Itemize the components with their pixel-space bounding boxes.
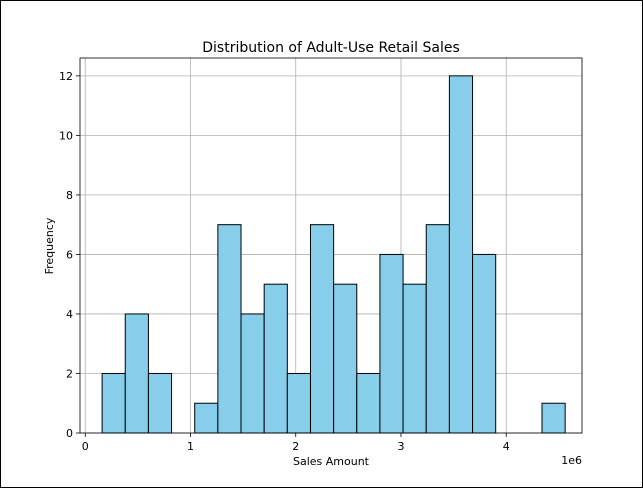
histogram-bar [309,224,335,434]
y-tick-label: 2 [66,367,73,380]
histogram-bar [101,372,126,434]
chart-title: Distribution of Adult-Use Retail Sales [202,40,459,56]
x-tick-label: 3 [397,440,404,453]
histogram-bar [147,372,173,434]
y-axis-label: Frequency [43,217,56,274]
bars-layer [101,75,566,434]
histogram-bar [217,224,242,434]
y-tick-label: 10 [59,129,73,142]
histogram-bar [379,253,404,434]
histogram-bar [425,224,450,434]
y-tick-label: 8 [66,189,73,202]
x-tick-label: 1 [187,440,194,453]
x-tick-label: 4 [503,440,510,453]
histogram-bar [448,75,474,434]
x-axis-label: Sales Amount [293,455,370,468]
histogram-bar [124,313,149,434]
y-tick-label: 12 [59,70,73,83]
histogram-bar [402,283,427,434]
histogram-bar [286,372,311,434]
y-tick-label: 6 [66,248,73,261]
x-axis-offset-label: 1e6 [561,454,582,467]
histogram-bar [333,283,358,434]
plot-area-border [79,57,583,434]
histogram-bar [194,402,219,434]
x-tick-label: 0 [82,440,89,453]
histogram-bar [240,313,265,434]
x-tick-label: 2 [292,440,299,453]
histogram-bar [356,372,381,434]
histogram-bar [472,253,497,434]
y-tick-label: 0 [66,427,73,440]
y-tick-label: 4 [66,308,73,321]
histogram-bar [263,283,288,434]
histogram-bar [541,402,566,434]
